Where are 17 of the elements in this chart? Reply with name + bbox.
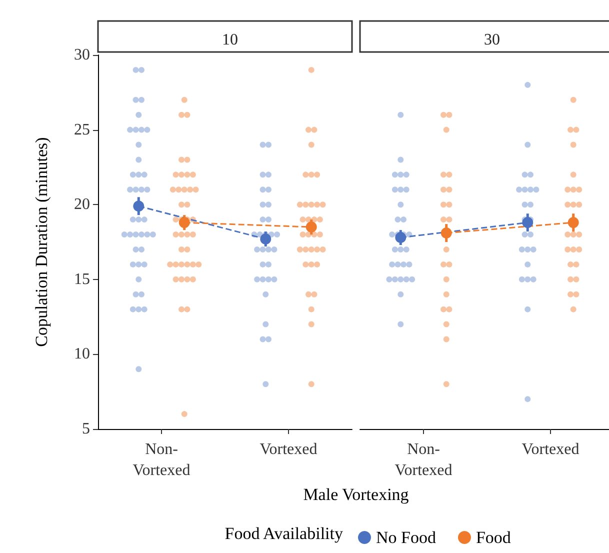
y-tick-label: 15 (74, 270, 90, 288)
x-axis-title: Male Vortexing (303, 485, 410, 504)
legend-label: No Food (376, 528, 436, 547)
x-tick-label: Vortexed (260, 441, 318, 458)
chart-title: 30 (484, 32, 500, 48)
y-tick-label: 5 (82, 420, 90, 438)
x-tick-label: Vortexed (522, 441, 580, 458)
chart-title: 10 (222, 32, 238, 48)
y-tick-label: 30 (74, 46, 90, 64)
x-tick-label: Non- Vortexed (132, 441, 190, 479)
y-tick-label: 10 (74, 346, 90, 363)
y-tick-label: 25 (74, 121, 90, 138)
y-axis-title: Copulation Duration (minutes) (32, 137, 51, 347)
x-tick-label: Non- Vortexed (394, 441, 452, 479)
y-tick-label: 20 (74, 196, 90, 214)
legend-title: Food Availability (224, 524, 344, 543)
legend-label: Food (476, 528, 512, 547)
